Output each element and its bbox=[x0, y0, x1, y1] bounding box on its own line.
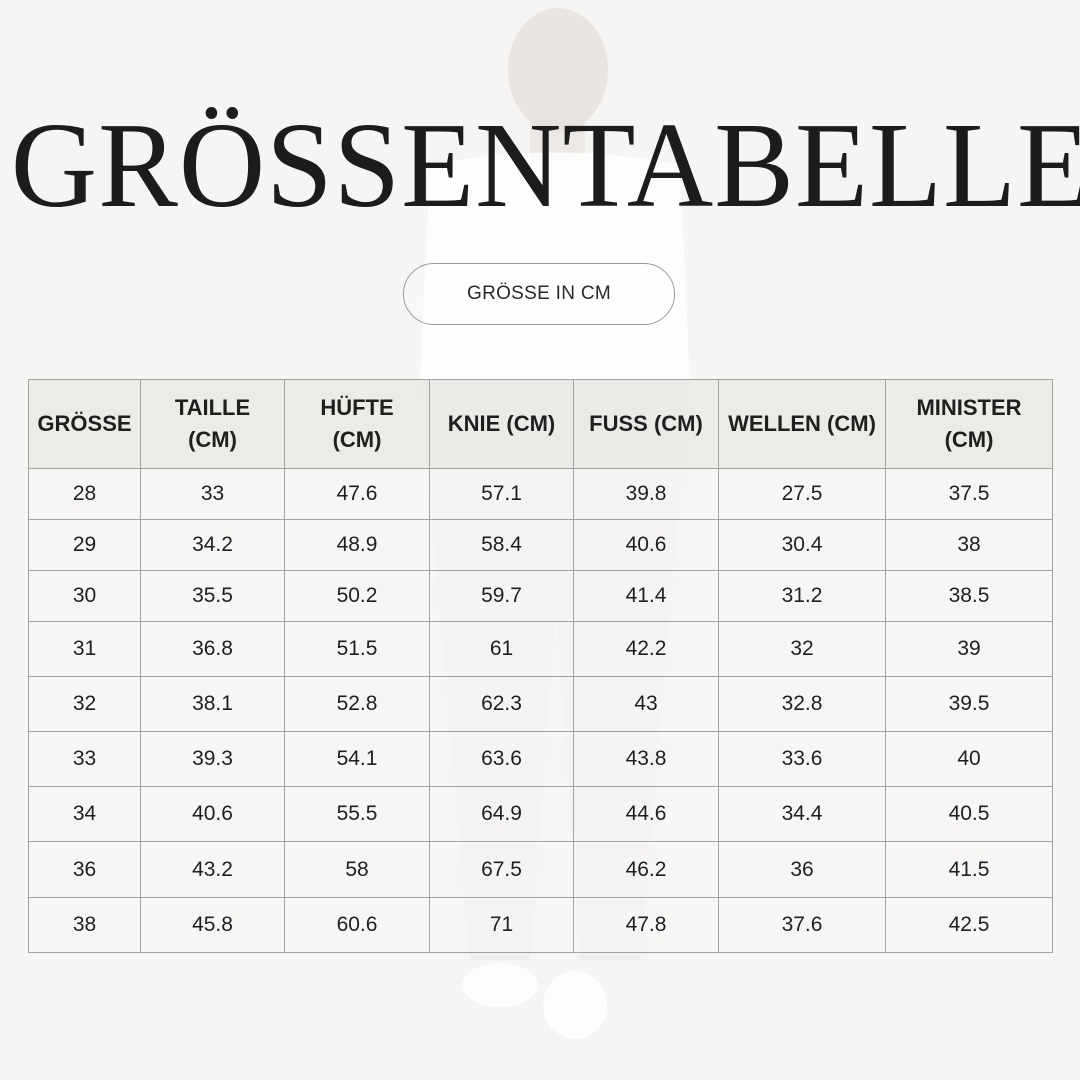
table-header-row: GRÖSSE TAILLE (CM) HÜFTE (CM) KNIE (CM) FUSS… bbox=[28, 379, 1053, 469]
table-row: 33 39.3 54.1 63.6 43.8 33.6 40 bbox=[28, 731, 1053, 787]
table-cell-calf: 36 bbox=[718, 841, 886, 898]
table-cell-hip: 50.2 bbox=[284, 570, 430, 622]
table-cell-calf: 34.4 bbox=[718, 786, 886, 842]
table-cell-calf: 31.2 bbox=[718, 570, 886, 622]
table-cell-knee: 62.3 bbox=[429, 676, 574, 732]
table-row: 36 43.2 58 67.5 46.2 36 41.5 bbox=[28, 841, 1053, 898]
table-row: 30 35.5 50.2 59.7 41.4 31.2 38.5 bbox=[28, 570, 1053, 622]
table-cell-waist: 36.8 bbox=[140, 621, 285, 677]
table-cell-hip: 60.6 bbox=[284, 897, 430, 953]
table-cell-foot: 47.8 bbox=[573, 897, 719, 953]
table-cell-foot: 41.4 bbox=[573, 570, 719, 622]
table-cell-foot: 43.8 bbox=[573, 731, 719, 787]
table-cell-hip: 51.5 bbox=[284, 621, 430, 677]
table-cell-foot: 44.6 bbox=[573, 786, 719, 842]
table-cell-waist: 45.8 bbox=[140, 897, 285, 953]
table-cell-calf: 33.6 bbox=[718, 731, 886, 787]
table-cell-hip: 52.8 bbox=[284, 676, 430, 732]
table-cell-foot: 39.8 bbox=[573, 468, 719, 520]
table-cell-hip: 55.5 bbox=[284, 786, 430, 842]
table-cell-size: 36 bbox=[28, 841, 141, 898]
table-cell-hem: 40.5 bbox=[885, 786, 1053, 842]
table-cell-waist: 40.6 bbox=[140, 786, 285, 842]
table-cell-foot: 46.2 bbox=[573, 841, 719, 898]
table-cell-hem: 39.5 bbox=[885, 676, 1053, 732]
table-cell-knee: 67.5 bbox=[429, 841, 574, 898]
table-cell-calf: 32.8 bbox=[718, 676, 886, 732]
table-cell-size: 28 bbox=[28, 468, 141, 520]
table-cell-knee: 57.1 bbox=[429, 468, 574, 520]
table-cell-waist: 33 bbox=[140, 468, 285, 520]
table-cell-hip: 48.9 bbox=[284, 519, 430, 571]
column-header-size: GRÖSSE bbox=[28, 379, 141, 469]
table-cell-foot: 42.2 bbox=[573, 621, 719, 677]
table-cell-calf: 27.5 bbox=[718, 468, 886, 520]
table-cell-hip: 54.1 bbox=[284, 731, 430, 787]
table-cell-waist: 38.1 bbox=[140, 676, 285, 732]
column-header-hip: HÜFTE (CM) bbox=[284, 379, 430, 469]
table-row: 34 40.6 55.5 64.9 44.6 34.4 40.5 bbox=[28, 786, 1053, 842]
table-row: 32 38.1 52.8 62.3 43 32.8 39.5 bbox=[28, 676, 1053, 732]
table-cell-size: 32 bbox=[28, 676, 141, 732]
table-cell-size: 30 bbox=[28, 570, 141, 622]
table-cell-knee: 61 bbox=[429, 621, 574, 677]
page-title: GRÖSSENTABELLE bbox=[10, 98, 1080, 233]
table-cell-size: 34 bbox=[28, 786, 141, 842]
table-cell-knee: 59.7 bbox=[429, 570, 574, 622]
table-cell-calf: 32 bbox=[718, 621, 886, 677]
table-cell-waist: 35.5 bbox=[140, 570, 285, 622]
table-cell-waist: 39.3 bbox=[140, 731, 285, 787]
table-cell-hem: 38 bbox=[885, 519, 1053, 571]
unit-label-pill: GRÖSSE IN CM bbox=[403, 263, 675, 325]
column-header-calf: WELLEN (CM) bbox=[718, 379, 886, 469]
table-row: 38 45.8 60.6 71 47.8 37.6 42.5 bbox=[28, 897, 1053, 953]
table-cell-calf: 30.4 bbox=[718, 519, 886, 571]
table-cell-knee: 63.6 bbox=[429, 731, 574, 787]
table-cell-size: 33 bbox=[28, 731, 141, 787]
table-cell-knee: 58.4 bbox=[429, 519, 574, 571]
table-cell-hem: 38.5 bbox=[885, 570, 1053, 622]
table-row: 28 33 47.6 57.1 39.8 27.5 37.5 bbox=[28, 468, 1053, 520]
size-chart-table: GRÖSSE TAILLE (CM) HÜFTE (CM) KNIE (CM) FUSS… bbox=[28, 379, 1053, 953]
table-cell-waist: 34.2 bbox=[140, 519, 285, 571]
column-header-foot: FUSS (CM) bbox=[573, 379, 719, 469]
table-cell-foot: 40.6 bbox=[573, 519, 719, 571]
table-cell-hip: 47.6 bbox=[284, 468, 430, 520]
table-cell-hem: 41.5 bbox=[885, 841, 1053, 898]
table-cell-hip: 58 bbox=[284, 841, 430, 898]
table-cell-size: 31 bbox=[28, 621, 141, 677]
column-header-knee: KNIE (CM) bbox=[429, 379, 574, 469]
table-cell-hem: 37.5 bbox=[885, 468, 1053, 520]
table-row: 31 36.8 51.5 61 42.2 32 39 bbox=[28, 621, 1053, 677]
table-cell-hem: 42.5 bbox=[885, 897, 1053, 953]
table-cell-hem: 39 bbox=[885, 621, 1053, 677]
table-row: 29 34.2 48.9 58.4 40.6 30.4 38 bbox=[28, 519, 1053, 571]
table-cell-foot: 43 bbox=[573, 676, 719, 732]
table-cell-calf: 37.6 bbox=[718, 897, 886, 953]
table-cell-waist: 43.2 bbox=[140, 841, 285, 898]
column-header-hem: MINISTER (CM) bbox=[885, 379, 1053, 469]
table-cell-knee: 64.9 bbox=[429, 786, 574, 842]
column-header-waist: TAILLE (CM) bbox=[140, 379, 285, 469]
table-cell-size: 29 bbox=[28, 519, 141, 571]
table-cell-knee: 71 bbox=[429, 897, 574, 953]
table-cell-size: 38 bbox=[28, 897, 141, 953]
table-cell-hem: 40 bbox=[885, 731, 1053, 787]
